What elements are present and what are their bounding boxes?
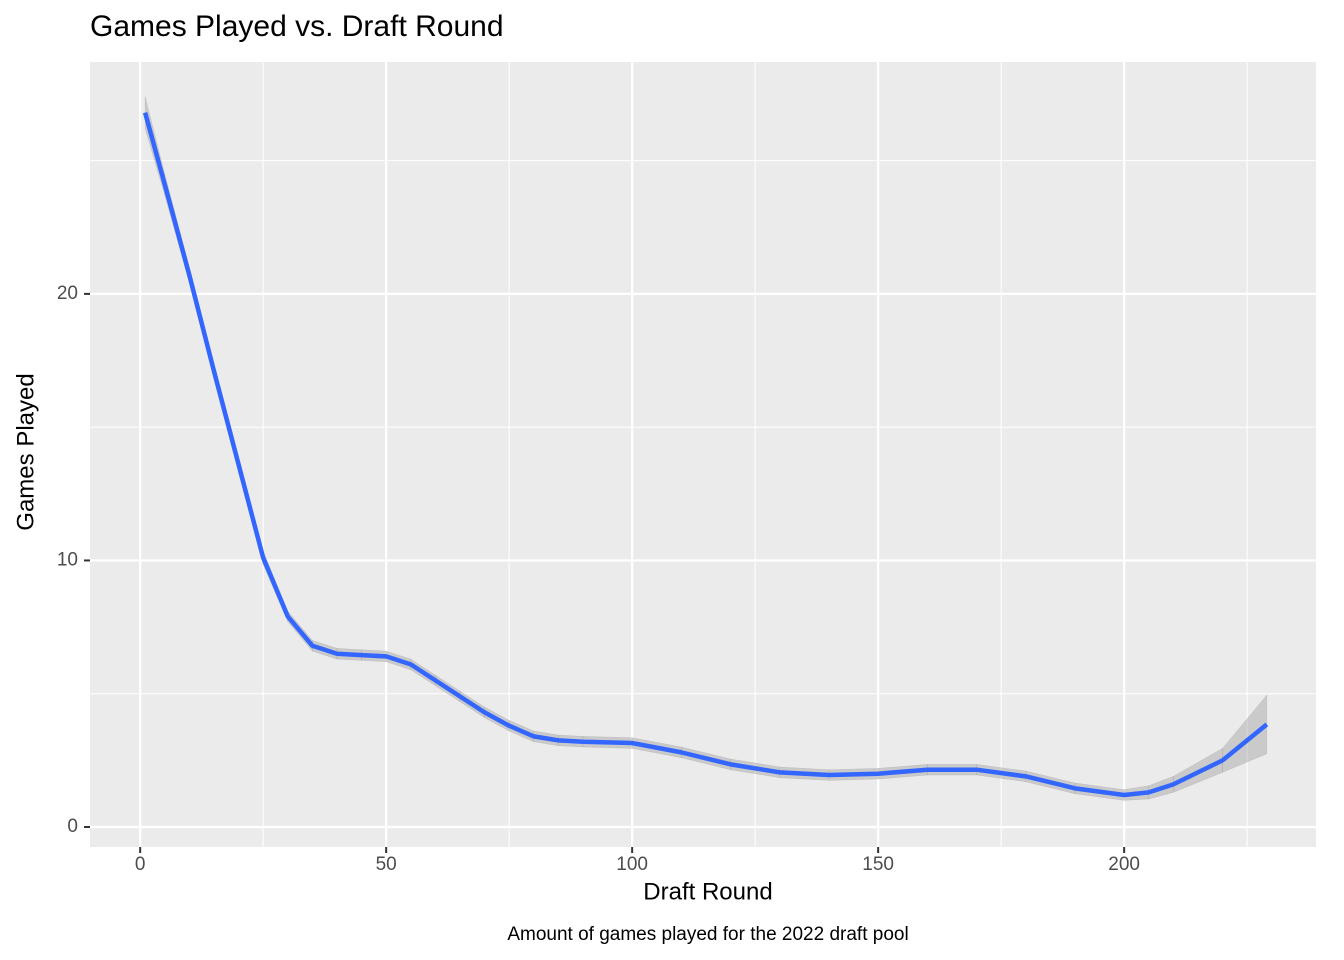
panel bbox=[90, 62, 1316, 847]
x-tick-label: 100 bbox=[616, 854, 648, 875]
x-tick-label: 50 bbox=[376, 854, 397, 875]
line bbox=[142, 112, 1269, 798]
y-tick-label: 10 bbox=[57, 549, 78, 570]
x-tick-label: 150 bbox=[862, 854, 894, 875]
x-tick-label: 0 bbox=[135, 854, 146, 875]
y-tick-label: 20 bbox=[57, 283, 78, 304]
x-tick-label: 200 bbox=[1108, 854, 1140, 875]
x-axis-title: Draft Round bbox=[643, 878, 772, 905]
y-tick-label: 0 bbox=[67, 816, 78, 837]
y-axis-title: Games Played bbox=[12, 373, 39, 530]
caption: Amount of games played for the 2022 draf… bbox=[507, 924, 908, 945]
chart-title: Games Played vs. Draft Round bbox=[90, 10, 504, 43]
